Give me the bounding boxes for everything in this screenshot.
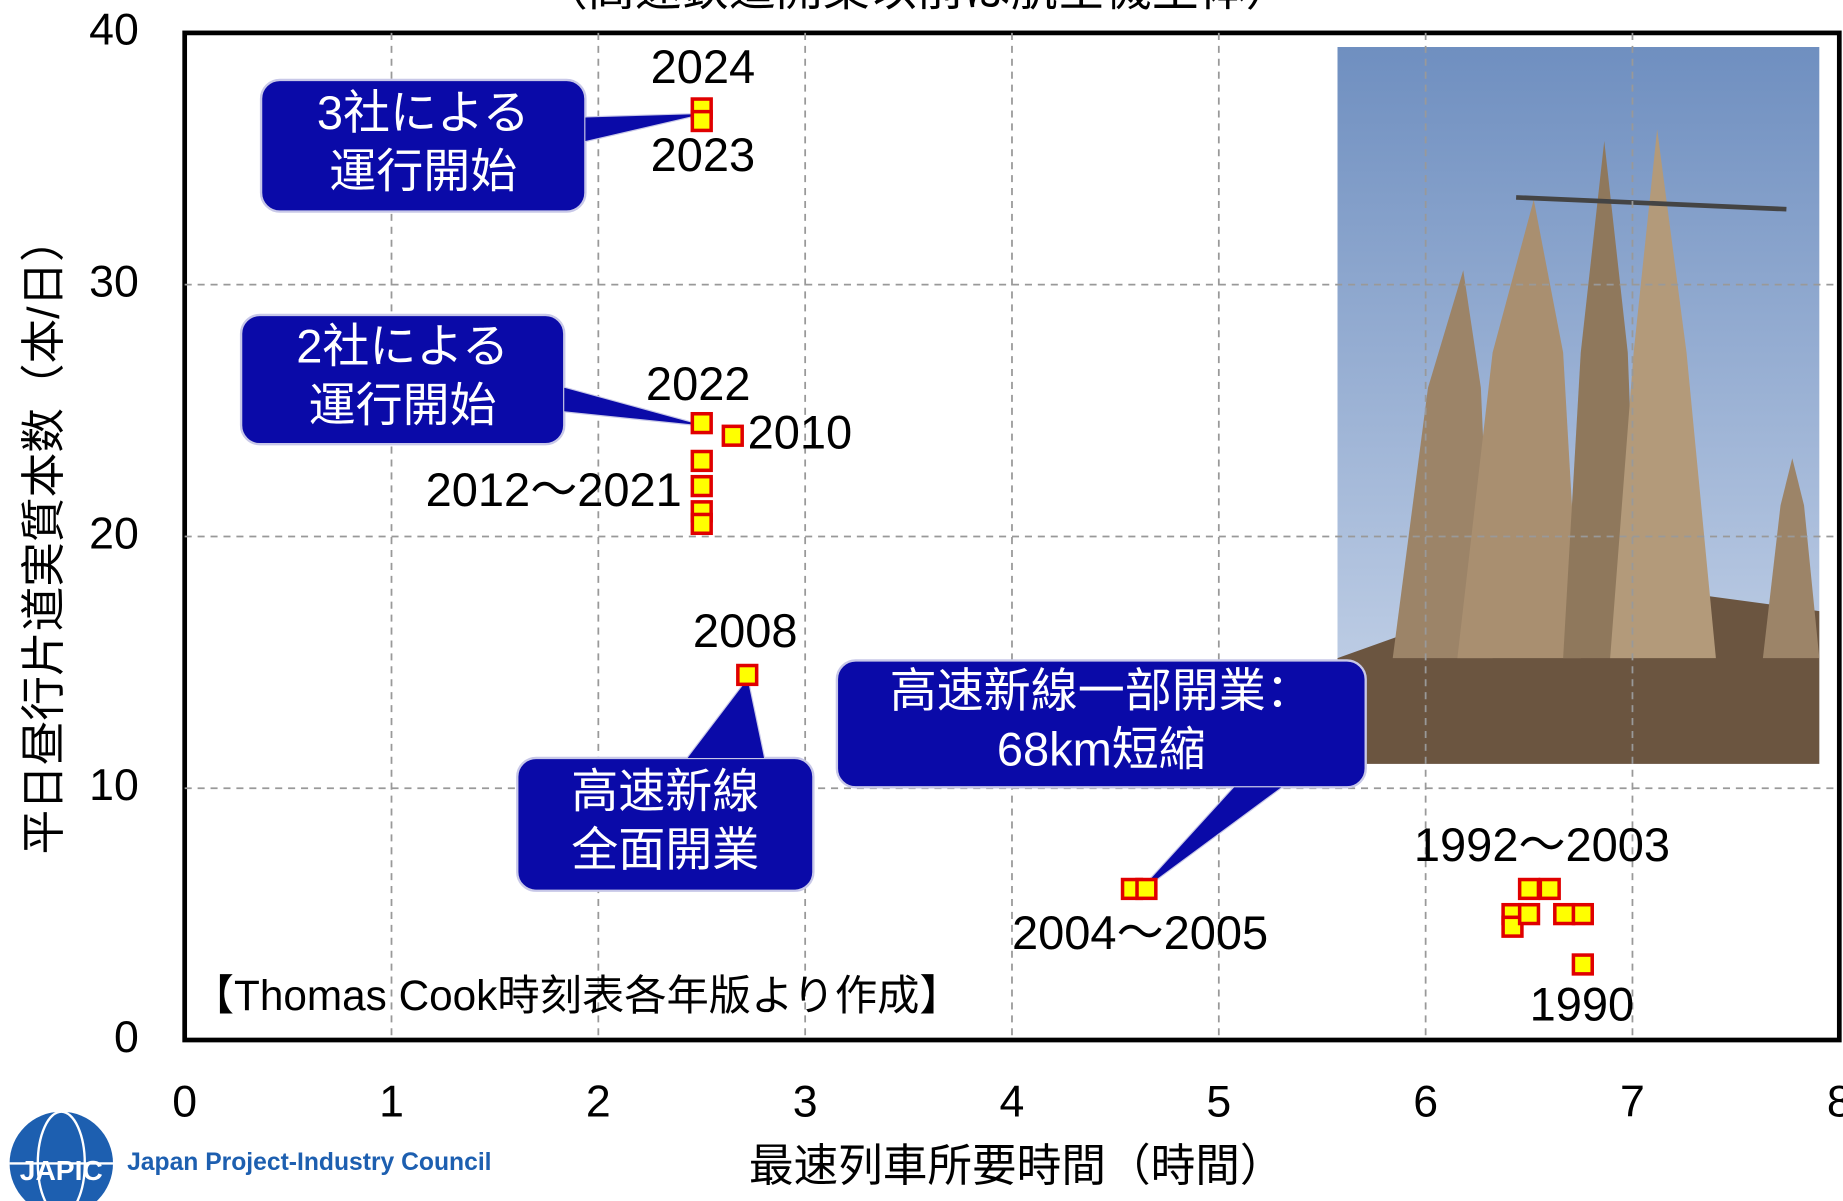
callout-text: 68km短縮 (997, 723, 1206, 776)
year-label: 2024 (651, 40, 756, 93)
x-axis-title: 最速列車所要時間（時間） (749, 1142, 1285, 1191)
year-label: 2010 (748, 405, 853, 458)
point (723, 426, 742, 445)
callout-text: 高速新線一部開業： (890, 664, 1313, 717)
year-label: 1990 (1530, 978, 1635, 1031)
photo (1338, 47, 1820, 764)
y-tick-label: 20 (89, 509, 139, 558)
x-tick-label: 7 (1620, 1077, 1645, 1126)
point (1520, 880, 1539, 899)
source-note: 【Thomas Cook時刻表各年版より作成】 (192, 972, 962, 1019)
point (738, 666, 757, 685)
x-tick-label: 0 (172, 1077, 197, 1126)
y-axis-title: 平日昼行片道実質本数（本/日） (20, 217, 69, 854)
callout-text: 全面開業 (571, 823, 759, 876)
year-label: 2012～2021 (426, 463, 682, 516)
point (1520, 905, 1539, 924)
point (1573, 955, 1592, 974)
x-tick-label: 8 (1827, 1077, 1843, 1126)
logo-name: Japan Project-Industry Council (127, 1149, 491, 1176)
callout-text: 3社による (317, 86, 530, 139)
point (1555, 905, 1574, 924)
x-tick-label: 1 (379, 1077, 404, 1126)
callout-pointer-fill (688, 679, 764, 758)
chart-title: （高速鉄道開業以前は航空機主体） (541, 0, 1293, 15)
point (692, 477, 711, 496)
year-label: 2022 (646, 357, 751, 410)
y-tick-label: 0 (114, 1013, 139, 1062)
point (692, 514, 711, 533)
callout-text: 2社による (296, 320, 509, 373)
page: {"chart_data": { "type": "scatter", "tit… (0, 0, 1843, 1201)
point (692, 414, 711, 433)
year-label: 2023 (651, 128, 756, 181)
y-tick-label: 30 (89, 257, 139, 306)
x-tick-label: 6 (1413, 1077, 1438, 1126)
x-tick-label: 2 (586, 1077, 611, 1126)
callout-text: 運行開始 (329, 145, 517, 198)
callout-text: 運行開始 (309, 378, 497, 431)
chart: （高速鉄道開業以前は航空機主体） 0 1 2 3 4 5 6 7 8 0 10 20 30 40 3社によ… (0, 0, 1843, 1201)
callout-text: 高速新線 (571, 764, 759, 817)
point (1137, 880, 1156, 899)
x-tick-label: 5 (1206, 1077, 1231, 1126)
year-label: 2008 (693, 604, 798, 657)
x-tick-label: 4 (1000, 1077, 1025, 1126)
y-tick-label: 10 (89, 761, 139, 810)
point (692, 452, 711, 471)
x-tick-label: 3 (793, 1077, 818, 1126)
y-tick-label: 40 (89, 6, 139, 55)
point (1573, 905, 1592, 924)
year-label: 2004～2005 (1012, 906, 1268, 959)
point (1540, 880, 1559, 899)
logo-mark: JAPIC (20, 1154, 103, 1186)
logo: JAPIC Japan Project-Industry Council (10, 1112, 492, 1201)
year-label: 1992～2003 (1414, 818, 1670, 871)
